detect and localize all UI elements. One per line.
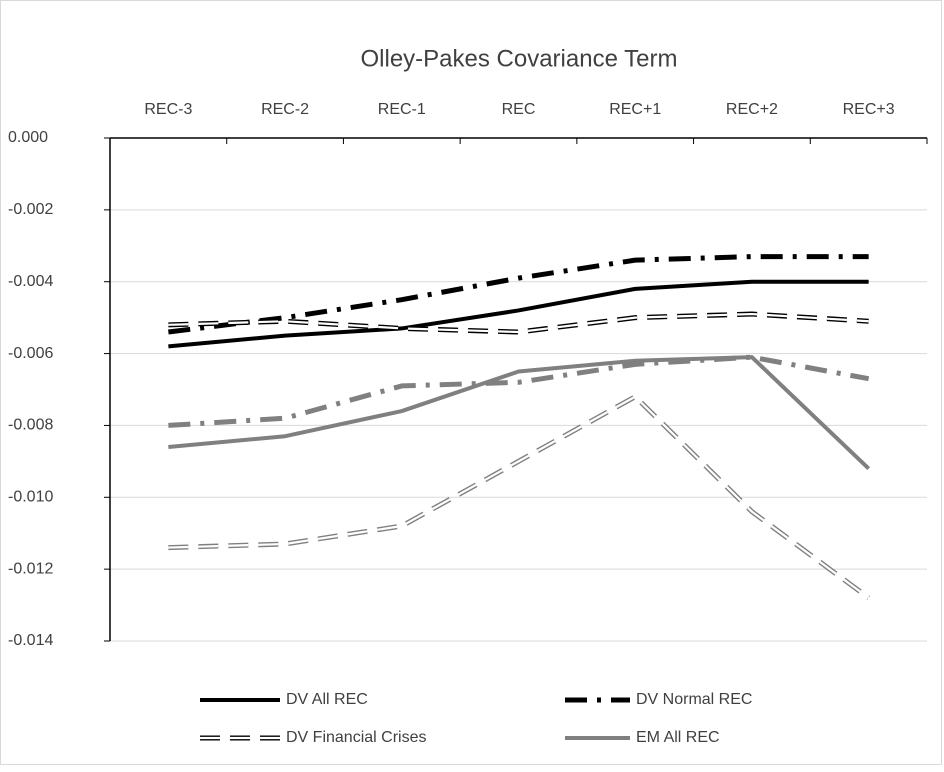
series-line bbox=[168, 355, 871, 470]
series-line bbox=[168, 279, 869, 349]
legend-label: EM All REC bbox=[636, 729, 720, 746]
x-tick-label: REC+2 bbox=[726, 101, 778, 118]
y-tick-label: -0.008 bbox=[8, 417, 53, 434]
legend-label: DV Financial Crises bbox=[286, 729, 426, 746]
series-line-inner bbox=[168, 395, 870, 599]
legend-label: DV Normal REC bbox=[636, 691, 752, 708]
x-tick-label: REC+1 bbox=[609, 101, 661, 118]
y-tick-label: -0.006 bbox=[8, 345, 53, 362]
legend-label: DV All REC bbox=[286, 691, 368, 708]
y-tick-label: -0.002 bbox=[8, 201, 53, 218]
series-line bbox=[168, 354, 870, 428]
y-tick-label: -0.014 bbox=[8, 632, 53, 649]
chart-title: Olley-Pakes Covariance Term bbox=[360, 45, 677, 72]
x-tick-label: REC-3 bbox=[144, 101, 192, 118]
y-tick-label: -0.004 bbox=[8, 273, 53, 290]
series-line bbox=[168, 254, 869, 335]
series-line-inner bbox=[168, 312, 869, 334]
x-tick-label: REC+3 bbox=[843, 101, 895, 118]
x-tick-label: REC-1 bbox=[378, 101, 426, 118]
y-tick-label: -0.010 bbox=[8, 489, 53, 506]
y-tick-label: 0.000 bbox=[8, 129, 48, 146]
y-tick-label: -0.012 bbox=[8, 560, 53, 577]
x-tick-label: REC-2 bbox=[261, 101, 309, 118]
x-tick-label: REC bbox=[502, 101, 536, 118]
